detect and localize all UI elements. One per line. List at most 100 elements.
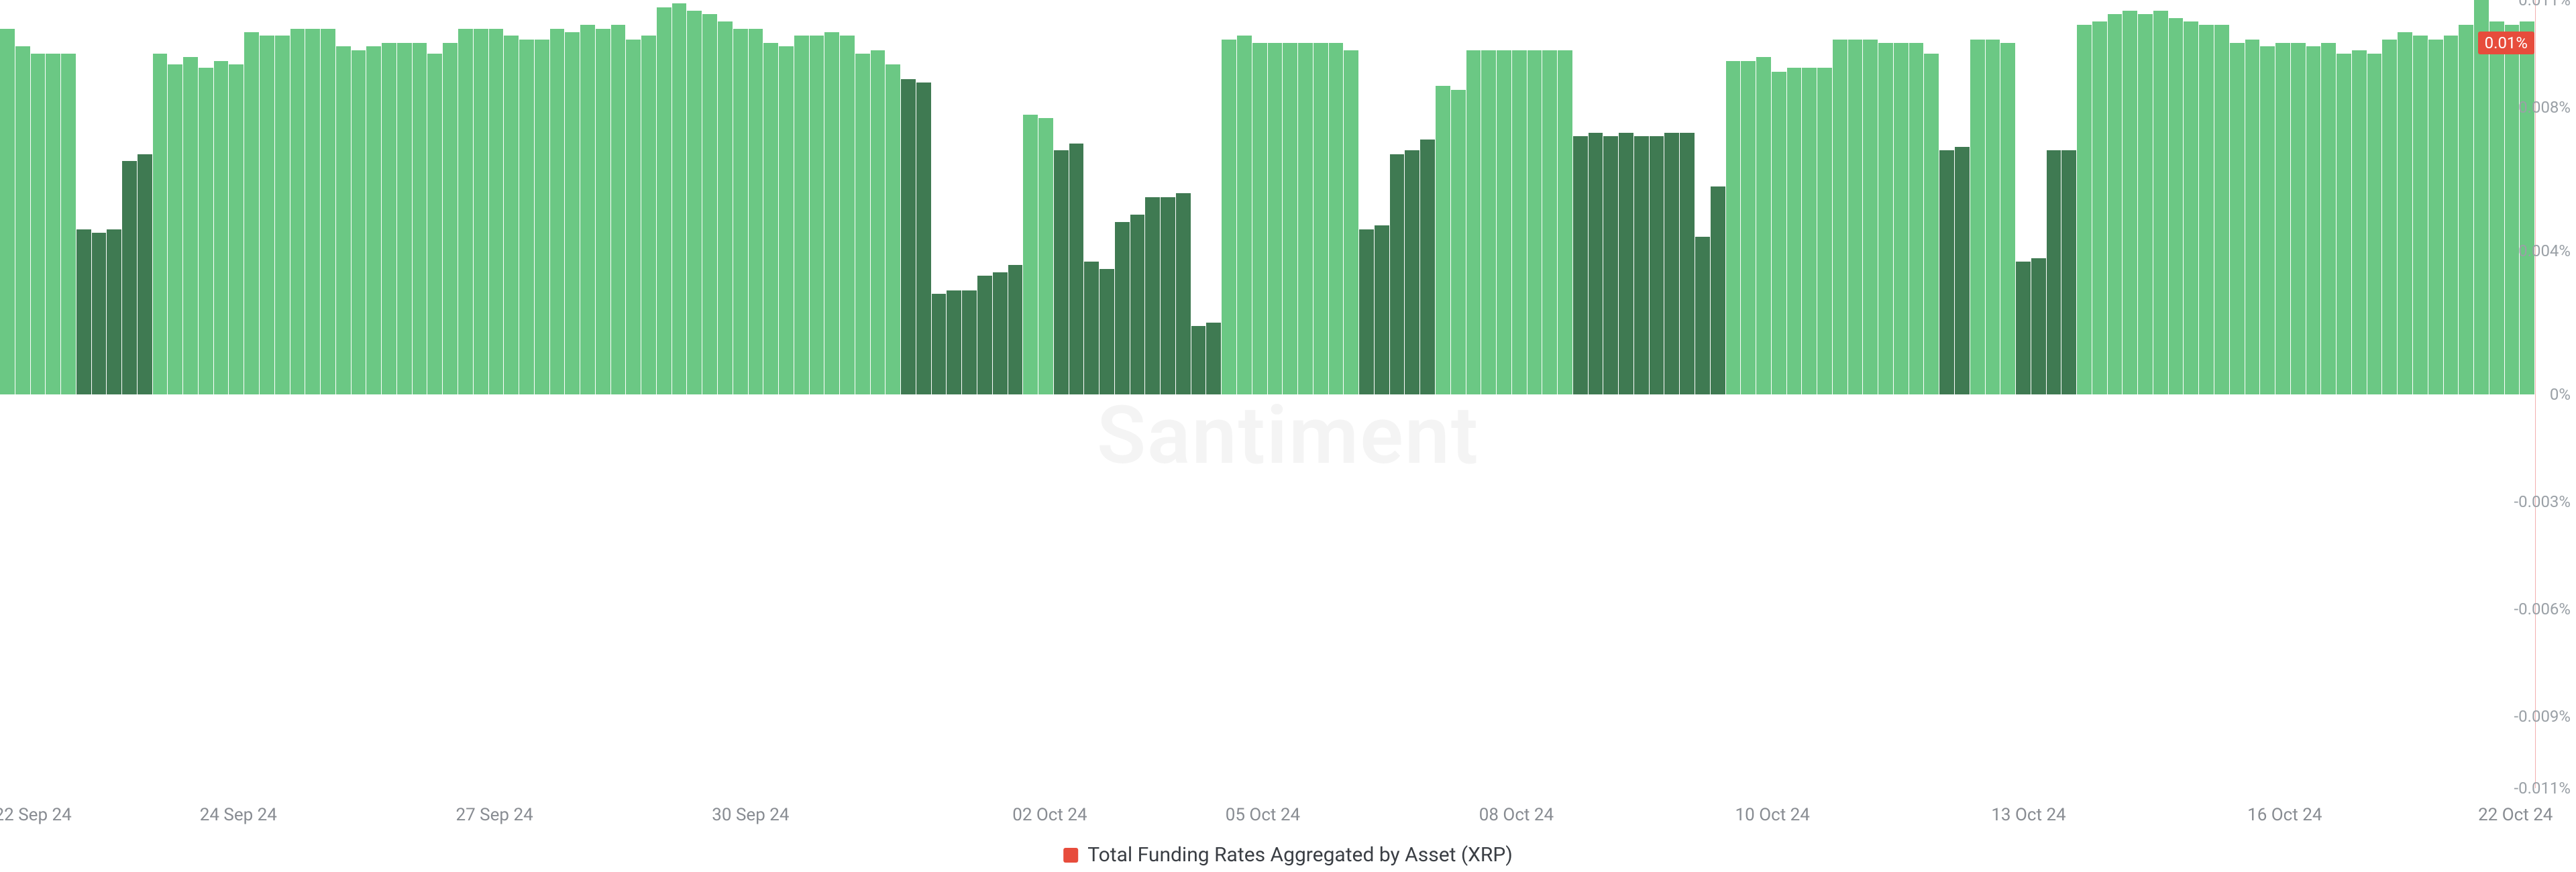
- bar: [535, 40, 549, 394]
- y-tick-label: -0.006%: [2514, 600, 2571, 618]
- bar: [2184, 21, 2198, 394]
- bar: [1038, 118, 1053, 394]
- bar: [0, 29, 15, 394]
- y-tick-label: 0%: [2550, 385, 2571, 404]
- bar: [474, 29, 488, 394]
- bar: [1008, 265, 1023, 394]
- bar: [1084, 262, 1099, 394]
- bar: [2459, 25, 2473, 394]
- bar: [1603, 136, 1618, 394]
- bar: [366, 46, 381, 394]
- bar: [1375, 225, 1389, 394]
- bar: [519, 40, 534, 394]
- bar: [993, 272, 1008, 394]
- bar: [1848, 40, 1863, 394]
- bar: [1359, 229, 1374, 394]
- bar: [2428, 40, 2443, 394]
- bar: [305, 29, 320, 394]
- y-tick-label: -0.009%: [2514, 707, 2571, 726]
- bar: [2169, 18, 2184, 394]
- bar: [1268, 43, 1283, 394]
- bar: [275, 36, 290, 394]
- bar: [2413, 36, 2428, 394]
- bar: [1466, 50, 1481, 394]
- bar: [702, 14, 717, 394]
- bar: [352, 50, 366, 394]
- bar: [15, 46, 30, 394]
- x-tick-label: 10 Oct 24: [1735, 805, 1810, 825]
- bar: [1650, 136, 1664, 394]
- bar: [382, 43, 396, 394]
- bar: [1894, 43, 1909, 394]
- bar: [1206, 323, 1221, 394]
- bar: [260, 36, 274, 394]
- bar: [1023, 115, 1038, 394]
- bar: [932, 294, 947, 394]
- bar: [46, 54, 60, 394]
- bar: [2061, 150, 2076, 394]
- bar: [718, 21, 733, 394]
- bar: [504, 36, 519, 394]
- bar: [1970, 40, 1985, 394]
- bar: [458, 29, 473, 394]
- bar: [107, 229, 121, 394]
- bar: [901, 79, 916, 394]
- bar: [168, 64, 182, 394]
- bar: [1069, 144, 1084, 394]
- bar: [2108, 14, 2123, 394]
- x-tick-label: 24 Sep 24: [200, 805, 277, 825]
- y-tick-label: 0.008%: [2518, 98, 2571, 117]
- bar: [1955, 147, 1970, 394]
- bar: [1909, 43, 1924, 394]
- x-tick-label: 22 Oct 24: [2478, 805, 2553, 825]
- bar: [2077, 25, 2092, 394]
- bar: [672, 3, 687, 394]
- bar: [1237, 36, 1252, 394]
- bar-series: [0, 0, 2536, 394]
- y-axis-current-marker-label: 0.01%: [2485, 34, 2528, 52]
- bar: [596, 29, 610, 394]
- bar: [1711, 186, 1725, 394]
- y-tick-label: 0.004%: [2518, 241, 2571, 260]
- bar: [550, 29, 565, 394]
- bar: [2031, 258, 2046, 394]
- bar: [427, 54, 442, 394]
- bar: [1451, 90, 1466, 394]
- plot-area: [0, 0, 2536, 788]
- bar: [122, 161, 137, 394]
- y-axis-line: [2535, 0, 2536, 788]
- bar: [916, 83, 931, 394]
- bar: [2367, 54, 2382, 394]
- bar: [1558, 50, 1572, 394]
- y-tick-label: 0.011%: [2518, 0, 2571, 9]
- bar: [413, 43, 427, 394]
- bar: [1145, 197, 1160, 394]
- bar: [2444, 36, 2459, 394]
- legend-label: Total Funding Rates Aggregated by Asset …: [1087, 843, 1513, 867]
- bar: [2123, 11, 2137, 394]
- bar: [2230, 43, 2245, 394]
- x-tick-label: 27 Sep 24: [456, 805, 533, 825]
- bar: [2275, 43, 2290, 394]
- bar: [1329, 43, 1344, 394]
- bar: [138, 154, 152, 394]
- x-tick-label: 02 Oct 24: [1012, 805, 1087, 825]
- bar: [1115, 222, 1130, 394]
- bar: [1405, 150, 1419, 394]
- bar: [1313, 43, 1328, 394]
- bar: [2291, 43, 2306, 394]
- bar: [443, 43, 458, 394]
- bar: [2352, 50, 2367, 394]
- bar: [1161, 197, 1175, 394]
- bar: [1772, 72, 1786, 394]
- bar: [885, 64, 900, 394]
- bar: [733, 29, 748, 394]
- x-tick-label: 05 Oct 24: [1226, 805, 1300, 825]
- bar: [580, 25, 595, 394]
- bar: [2092, 21, 2107, 394]
- bar: [1787, 68, 1802, 394]
- bar: [779, 46, 794, 394]
- bar: [824, 32, 839, 394]
- bar: [611, 25, 626, 394]
- bar: [321, 29, 335, 394]
